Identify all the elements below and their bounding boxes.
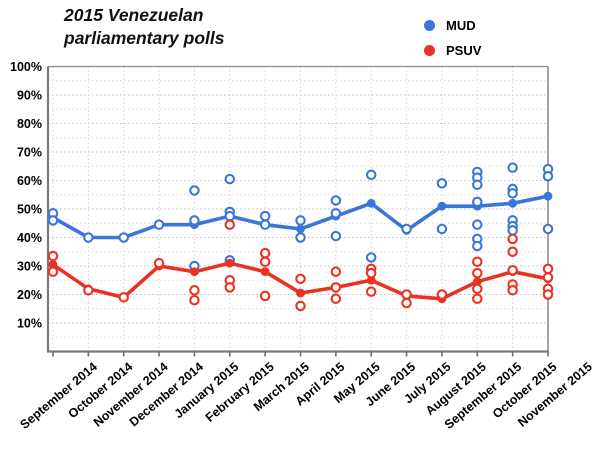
mud-poll-point [224,210,236,222]
psuv-poll-point [472,293,483,305]
legend-item-psuv: PSUV [424,38,481,63]
mud-poll-point [330,195,342,206]
mud-poll-point [259,210,271,222]
mud-trend-point [296,224,305,234]
chart-title: 2015 Venezuelan parliamentary polls [64,5,225,49]
mud-poll-point [153,219,165,230]
psuv-poll-point [118,292,129,303]
psuv-poll-point [401,289,412,300]
legend-item-mud: MUD [424,13,481,38]
psuv-trend-point [48,260,58,269]
psuv-poll-point [47,266,59,277]
mud-dot-icon [424,20,435,31]
legend-label-psuv: PSUV [446,43,482,58]
mud-poll-point [295,232,306,243]
y-tick-label: 10% [17,317,42,331]
y-tick-label: 20% [17,288,42,302]
psuv-poll-point [259,290,271,302]
legend-label-mud: MUD [446,18,476,33]
mud-poll-point [542,170,554,182]
y-tick-label: 50% [17,203,42,217]
psuv-poll-point [259,247,271,259]
psuv-poll-point [224,219,236,230]
mud-trend-point [508,198,518,208]
psuv-poll-point [330,293,342,305]
psuv-poll-point [295,273,306,285]
psuv-trend-point [296,288,305,298]
psuv-trend-point [225,258,235,268]
mud-poll-point [507,225,518,236]
mud-poll-point [436,223,448,235]
psuv-poll-point [507,284,518,296]
mud-poll-point [189,185,200,196]
y-tick-label: 80% [17,117,42,131]
psuv-poll-point [472,283,483,295]
psuv-poll-point [259,256,271,267]
mud-poll-point [365,252,377,263]
mud-poll-point [189,215,200,226]
mud-poll-point [295,215,306,226]
psuv-poll-point [330,282,342,293]
mud-poll-point [330,230,342,242]
psuv-poll-point [330,266,342,277]
psuv-poll-point [365,267,377,279]
y-tick-label: 70% [17,146,42,160]
psuv-poll-point [224,282,236,293]
y-tick-label: 60% [17,174,42,188]
psuv-trend-point [260,267,270,277]
mud-trend-point [437,201,447,211]
mud-poll-point [365,169,377,181]
psuv-dot-icon [424,45,435,56]
psuv-poll-point [472,267,483,279]
mud-poll-point [224,173,236,185]
psuv-poll-point [365,286,377,297]
psuv-poll-point [47,250,59,262]
mud-poll-point [507,188,518,199]
psuv-poll-point [189,284,200,296]
mud-trend-point [366,198,376,208]
psuv-trend-point [366,275,376,285]
psuv-trend-point [472,277,482,287]
mud-poll-point [436,178,448,189]
mud-poll-point [472,179,483,191]
psuv-poll-point [542,289,554,300]
y-tick-label: 100% [10,60,42,74]
y-tick-label: 40% [17,231,42,245]
psuv-poll-point [436,289,448,300]
mud-poll-point [507,162,518,173]
psuv-poll-point [542,263,554,275]
psuv-poll-point [507,265,518,276]
psuv-poll-point [507,246,518,258]
mud-poll-point [401,223,412,235]
chart-legend: MUD PSUV [424,13,481,63]
psuv-poll-point [189,294,200,306]
mud-poll-point [83,232,94,243]
mud-trend-point [543,191,553,201]
psuv-poll-point [472,256,483,267]
mud-poll-point [330,208,342,219]
psuv-poll-point [153,257,165,269]
mud-poll-point [542,223,554,235]
y-tick-label: 90% [17,89,42,103]
mud-poll-point [472,219,483,230]
mud-poll-point [472,240,483,252]
psuv-poll-point [542,272,554,283]
psuv-poll-point [83,284,94,296]
psuv-trend-point [190,267,199,277]
psuv-poll-point [295,300,306,312]
psuv-poll-point [401,297,412,309]
psuv-poll-point [507,233,518,245]
y-tick-label: 30% [17,260,42,274]
mud-poll-point [118,232,129,243]
mud-poll-point [259,219,271,230]
mud-poll-point [472,196,483,208]
mud-poll-point [47,215,59,226]
